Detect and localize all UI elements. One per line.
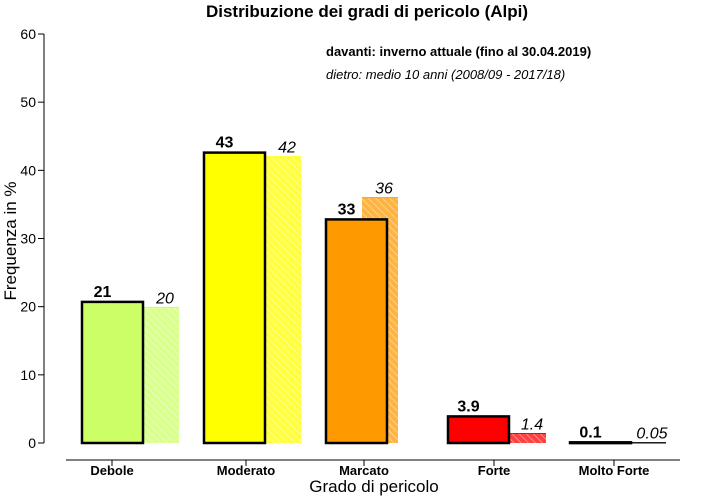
y-tick-label: 30 [20, 231, 36, 247]
back-bar-hatch [143, 307, 179, 443]
y-tick-label: 20 [20, 299, 36, 315]
front-value-label: 21 [94, 284, 112, 301]
y-tick-label: 0 [28, 435, 36, 451]
y-axis-label: Frequenza in % [1, 181, 20, 300]
x-axis-label: Grado di pericolo [309, 477, 438, 496]
front-value-label: 0.1 [579, 424, 601, 441]
y-tick-label: 40 [20, 162, 36, 178]
y-axis: 0 10 20 30 40 50 60 [20, 26, 45, 451]
front-bar [568, 441, 633, 445]
x-tick-label: Marcato [339, 463, 389, 478]
legend-front: davanti: inverno attuale (fino al 30.04.… [326, 44, 591, 59]
legend-back: dietro: medio 10 anni (2008/09 - 2017/18… [326, 67, 565, 82]
back-value-label: 1.4 [521, 416, 543, 433]
y-tick-label: 60 [20, 26, 36, 42]
chart-title: Distribuzione dei gradi di pericolo (Alp… [206, 2, 528, 21]
front-value-label: 33 [338, 201, 356, 218]
back-value-label: 36 [375, 181, 393, 198]
front-bar [80, 300, 145, 445]
back-value-label: 20 [155, 290, 174, 307]
back-value-label: 0.05 [636, 426, 667, 443]
x-axis: Debole Moderato Marcato Forte Molto Forte [66, 459, 680, 478]
x-tick-label: Molto Forte [579, 463, 650, 478]
x-tick-label: Moderato [217, 463, 276, 478]
front-bar [324, 218, 389, 445]
back-value-label: 42 [278, 140, 296, 157]
back-bar-hatch [510, 433, 546, 443]
y-tick-label: 50 [20, 94, 36, 110]
x-tick-label: Debole [90, 463, 133, 478]
y-tick-label: 10 [20, 367, 36, 383]
back-bar-hatch [265, 156, 301, 443]
front-value-label: 43 [216, 135, 234, 152]
front-value-label: 3.9 [457, 398, 479, 415]
x-tick-label: Forte [478, 463, 511, 478]
front-bar [446, 415, 511, 445]
bars-front-series: 21 43 33 3.9 0.1 [80, 135, 633, 445]
front-bar [202, 151, 267, 445]
